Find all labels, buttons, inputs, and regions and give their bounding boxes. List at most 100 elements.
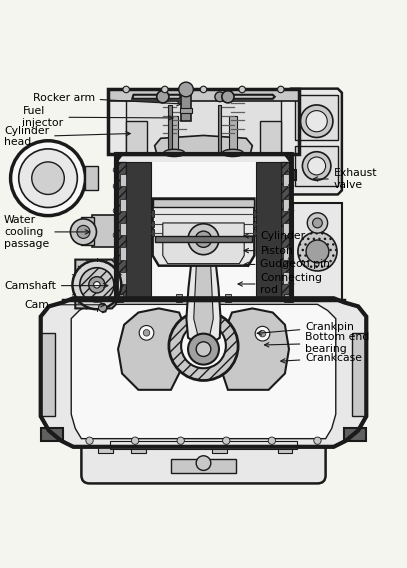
Text: Rocker arm: Rocker arm xyxy=(33,93,181,106)
Circle shape xyxy=(188,224,219,254)
Polygon shape xyxy=(132,95,181,99)
Bar xyxy=(151,162,256,300)
Bar xyxy=(171,459,236,473)
Bar xyxy=(181,91,191,121)
Bar xyxy=(98,445,113,453)
Bar xyxy=(120,248,126,260)
Bar xyxy=(176,294,182,302)
Polygon shape xyxy=(41,428,63,441)
Text: Water
cooling
passage: Water cooling passage xyxy=(4,215,90,249)
Text: Fuel
injector: Fuel injector xyxy=(22,106,173,128)
Polygon shape xyxy=(295,145,338,186)
Bar xyxy=(151,229,154,236)
Bar xyxy=(283,272,289,284)
Bar xyxy=(283,223,289,235)
Circle shape xyxy=(302,152,331,180)
Bar xyxy=(229,116,237,153)
Text: Piston: Piston xyxy=(244,245,293,256)
FancyBboxPatch shape xyxy=(81,427,326,483)
Circle shape xyxy=(288,208,294,214)
Polygon shape xyxy=(293,203,342,300)
Circle shape xyxy=(162,86,168,93)
Text: Crankpin: Crankpin xyxy=(257,322,354,335)
Circle shape xyxy=(196,456,211,470)
Circle shape xyxy=(80,268,114,302)
Circle shape xyxy=(288,167,294,173)
Text: Exhaust
valve: Exhaust valve xyxy=(313,168,377,190)
Polygon shape xyxy=(108,89,299,101)
Bar xyxy=(120,223,126,235)
Polygon shape xyxy=(41,298,366,447)
Circle shape xyxy=(222,91,234,103)
Bar xyxy=(284,294,290,302)
Bar xyxy=(151,210,154,217)
Polygon shape xyxy=(155,135,252,154)
Polygon shape xyxy=(194,260,213,342)
Polygon shape xyxy=(110,441,297,449)
Bar xyxy=(283,199,289,211)
Polygon shape xyxy=(126,97,281,154)
Circle shape xyxy=(239,86,245,93)
Circle shape xyxy=(191,333,216,358)
Circle shape xyxy=(113,167,119,173)
Circle shape xyxy=(123,86,129,93)
Text: Crankcase: Crankcase xyxy=(281,353,362,363)
Polygon shape xyxy=(126,162,151,300)
Circle shape xyxy=(113,208,119,214)
Text: Cylinder
head: Cylinder head xyxy=(4,126,130,148)
Polygon shape xyxy=(116,162,126,300)
Circle shape xyxy=(113,281,119,287)
Circle shape xyxy=(113,183,119,189)
Polygon shape xyxy=(81,217,94,245)
Polygon shape xyxy=(260,121,281,154)
Polygon shape xyxy=(281,162,291,300)
Circle shape xyxy=(131,437,139,444)
Bar xyxy=(153,199,254,207)
Text: Connecting
rod: Connecting rod xyxy=(238,273,322,295)
Polygon shape xyxy=(41,333,55,416)
Text: Camshaft: Camshaft xyxy=(4,281,108,291)
Bar xyxy=(278,445,292,453)
Circle shape xyxy=(139,325,154,340)
Circle shape xyxy=(298,232,337,271)
Bar xyxy=(253,210,256,217)
Circle shape xyxy=(77,225,90,239)
Polygon shape xyxy=(352,333,366,416)
Text: Cam: Cam xyxy=(24,300,105,310)
Polygon shape xyxy=(71,304,336,438)
Circle shape xyxy=(308,157,326,175)
Circle shape xyxy=(288,281,294,287)
Text: Gudgeon pin: Gudgeon pin xyxy=(244,260,330,269)
Circle shape xyxy=(306,240,329,263)
Bar xyxy=(168,105,172,154)
Circle shape xyxy=(313,218,322,228)
Polygon shape xyxy=(100,303,107,312)
Circle shape xyxy=(196,342,211,357)
Circle shape xyxy=(223,437,230,444)
Bar xyxy=(212,445,227,453)
Circle shape xyxy=(278,86,284,93)
Polygon shape xyxy=(118,308,187,390)
Circle shape xyxy=(113,232,119,238)
Polygon shape xyxy=(92,215,116,248)
Circle shape xyxy=(98,303,107,312)
Polygon shape xyxy=(75,260,116,308)
Circle shape xyxy=(113,257,119,262)
Bar xyxy=(180,108,192,113)
Circle shape xyxy=(11,141,85,216)
Bar xyxy=(170,116,178,153)
Bar xyxy=(117,294,123,302)
Circle shape xyxy=(288,183,294,189)
Circle shape xyxy=(177,437,184,444)
Circle shape xyxy=(86,437,93,444)
Bar xyxy=(225,294,231,302)
Text: Cylinder: Cylinder xyxy=(244,231,306,241)
Bar xyxy=(120,174,126,186)
Polygon shape xyxy=(291,89,342,194)
Ellipse shape xyxy=(222,149,243,157)
Circle shape xyxy=(94,282,100,288)
Polygon shape xyxy=(291,170,296,180)
Circle shape xyxy=(307,213,328,233)
Ellipse shape xyxy=(164,149,185,157)
Circle shape xyxy=(72,260,121,309)
